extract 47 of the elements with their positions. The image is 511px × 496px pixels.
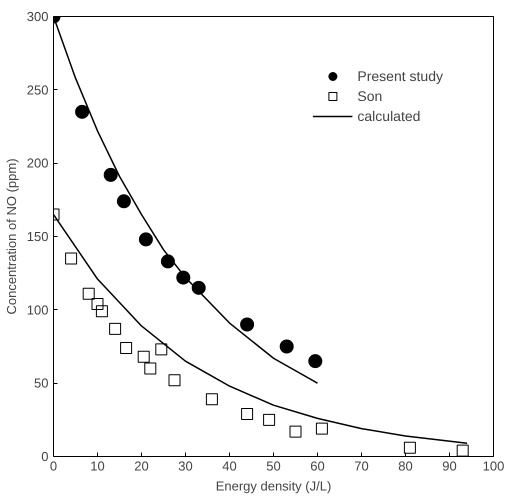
legend-label: Present study xyxy=(357,68,443,84)
x-tick-label: 10 xyxy=(90,458,105,474)
legend-label: calculated xyxy=(357,108,420,124)
point xyxy=(138,350,150,363)
point xyxy=(116,194,131,208)
point xyxy=(144,362,156,374)
x-tick-label: 20 xyxy=(134,458,149,474)
y-tick-label: 100 xyxy=(26,302,49,318)
y-tick-label: 250 xyxy=(26,82,49,98)
point xyxy=(104,168,118,182)
point xyxy=(290,426,302,438)
point xyxy=(92,298,104,310)
point xyxy=(96,305,108,318)
point xyxy=(404,442,416,454)
x-axis-title: Energy density (J/L) xyxy=(216,478,332,494)
x-tick-label: 40 xyxy=(222,458,237,474)
x-tick-label: 80 xyxy=(398,458,413,474)
point xyxy=(75,104,90,119)
y-tick-label: 50 xyxy=(34,376,49,391)
point xyxy=(138,232,153,246)
point xyxy=(109,322,122,335)
y-tick-label: 200 xyxy=(26,156,49,171)
x-tick-label: 100 xyxy=(482,458,504,474)
point xyxy=(316,422,328,435)
x-tick-label: 60 xyxy=(310,458,325,474)
point xyxy=(82,288,95,300)
y-tick-label: 150 xyxy=(26,229,49,244)
point xyxy=(240,318,254,332)
x-tick-label: 30 xyxy=(178,458,193,474)
point xyxy=(241,408,254,420)
point xyxy=(168,374,180,386)
point xyxy=(120,342,132,354)
point xyxy=(456,444,469,456)
x-tick-label: 70 xyxy=(354,458,369,474)
y-tick-label: 0 xyxy=(41,449,49,464)
point xyxy=(160,254,175,268)
point xyxy=(65,252,78,264)
point xyxy=(155,343,168,356)
point xyxy=(206,393,218,406)
y-axis-title: Concentration of NO (ppm) xyxy=(4,158,19,315)
point xyxy=(280,340,294,354)
y-tick-label: 300 xyxy=(26,9,49,24)
x-tick-label: 90 xyxy=(442,458,457,474)
point xyxy=(263,414,276,426)
x-tick-label: 50 xyxy=(266,458,281,474)
point xyxy=(308,354,322,368)
legend-label: Son xyxy=(357,88,382,104)
